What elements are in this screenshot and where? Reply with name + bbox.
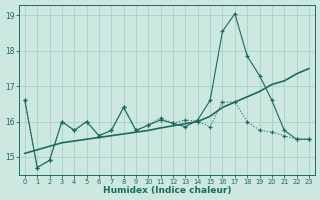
X-axis label: Humidex (Indice chaleur): Humidex (Indice chaleur) — [103, 186, 231, 195]
